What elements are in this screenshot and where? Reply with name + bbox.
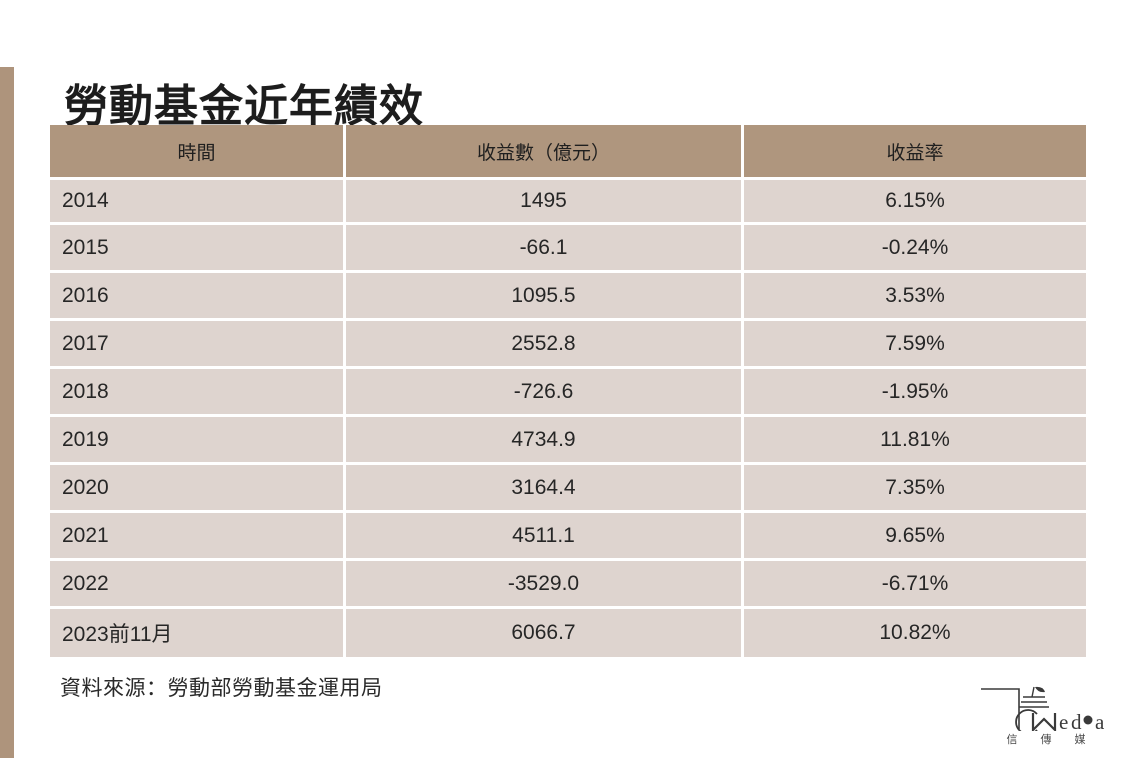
cell-gain: 4511.1 bbox=[346, 513, 744, 561]
cell-gain: 3164.4 bbox=[346, 465, 744, 513]
cmedia-logo-mark: e d a bbox=[981, 686, 1105, 731]
cell-gain: 4734.9 bbox=[346, 417, 744, 465]
cmedia-logo-subtitle: 信 傳 媒 bbox=[1006, 734, 1096, 746]
cell-time: 2020 bbox=[50, 465, 346, 513]
cell-time: 2023前11月 bbox=[50, 609, 346, 657]
cell-time: 2015 bbox=[50, 225, 346, 273]
performance-table: 時間 收益數（億元） 收益率 2014 1495 6.15% 2015 -66.… bbox=[50, 125, 1086, 657]
cell-time: 2016 bbox=[50, 273, 346, 321]
column-header-rate: 收益率 bbox=[744, 125, 1086, 177]
table-row: 2023前11月 6066.7 10.82% bbox=[50, 609, 1086, 657]
table-row: 2019 4734.9 11.81% bbox=[50, 417, 1086, 465]
table-body: 2014 1495 6.15% 2015 -66.1 -0.24% 2016 1… bbox=[50, 177, 1086, 657]
svg-text:a: a bbox=[1095, 710, 1105, 731]
cell-gain: -726.6 bbox=[346, 369, 744, 417]
cell-rate: 9.65% bbox=[744, 513, 1086, 561]
cell-time: 2022 bbox=[50, 561, 346, 609]
cell-rate: -6.71% bbox=[744, 561, 1086, 609]
table-row: 2020 3164.4 7.35% bbox=[50, 465, 1086, 513]
cell-rate: 7.35% bbox=[744, 465, 1086, 513]
table-row: 2022 -3529.0 -6.71% bbox=[50, 561, 1086, 609]
column-header-time: 時間 bbox=[50, 125, 346, 177]
cell-time: 2021 bbox=[50, 513, 346, 561]
cell-time: 2017 bbox=[50, 321, 346, 369]
table-row: 2018 -726.6 -1.95% bbox=[50, 369, 1086, 417]
source-note: 資料來源：勞動部勞動基金運用局 bbox=[60, 676, 383, 700]
cell-time: 2018 bbox=[50, 369, 346, 417]
cell-rate: -1.95% bbox=[744, 369, 1086, 417]
table-row: 2014 1495 6.15% bbox=[50, 177, 1086, 225]
cell-rate: 6.15% bbox=[744, 177, 1086, 225]
cell-time: 2014 bbox=[50, 177, 346, 225]
table-row: 2017 2552.8 7.59% bbox=[50, 321, 1086, 369]
cell-gain: -66.1 bbox=[346, 225, 744, 273]
cell-rate: 10.82% bbox=[744, 609, 1086, 657]
table-header-row: 時間 收益數（億元） 收益率 bbox=[50, 125, 1086, 177]
table-row: 2016 1095.5 3.53% bbox=[50, 273, 1086, 321]
column-header-gain: 收益數（億元） bbox=[346, 125, 744, 177]
cell-rate: 3.53% bbox=[744, 273, 1086, 321]
cell-time: 2019 bbox=[50, 417, 346, 465]
svg-text:e: e bbox=[1059, 710, 1068, 731]
cmedia-logo: e d a 信 傳 媒 bbox=[975, 683, 1120, 753]
cell-gain: 2552.8 bbox=[346, 321, 744, 369]
cell-rate: -0.24% bbox=[744, 225, 1086, 273]
page-title: 勞動基金近年績效 bbox=[64, 82, 424, 132]
cell-gain: 6066.7 bbox=[346, 609, 744, 657]
accent-bar bbox=[0, 67, 14, 758]
cell-rate: 11.81% bbox=[744, 417, 1086, 465]
cell-rate: 7.59% bbox=[744, 321, 1086, 369]
table-row: 2021 4511.1 9.65% bbox=[50, 513, 1086, 561]
svg-text:d: d bbox=[1071, 710, 1082, 731]
cell-gain: 1095.5 bbox=[346, 273, 744, 321]
cell-gain: 1495 bbox=[346, 177, 744, 225]
cell-gain: -3529.0 bbox=[346, 561, 744, 609]
table-row: 2015 -66.1 -0.24% bbox=[50, 225, 1086, 273]
table-header: 時間 收益數（億元） 收益率 bbox=[50, 125, 1086, 177]
